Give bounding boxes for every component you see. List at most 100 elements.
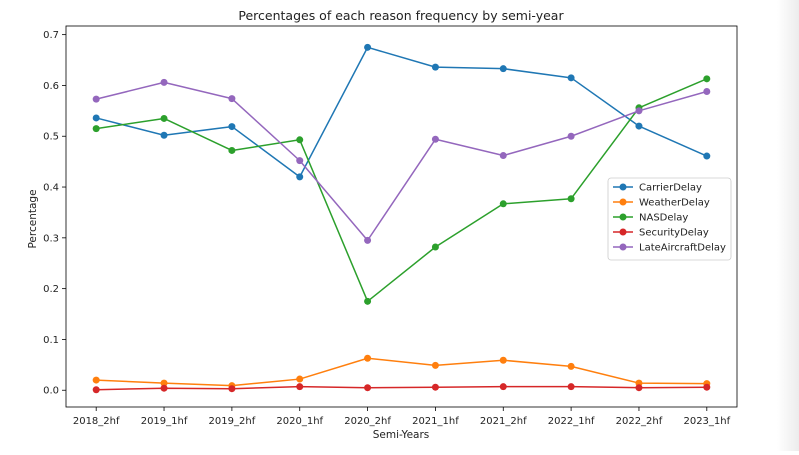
data-point	[296, 173, 304, 181]
x-tick-label: 2023_1hf	[683, 416, 730, 427]
y-tick-label: 0.3	[43, 233, 59, 244]
x-axis-label: Semi-Years	[373, 429, 430, 441]
legend-item: WeatherDelay	[613, 198, 710, 209]
x-tick-label: 2022_1hf	[548, 416, 595, 427]
series-line	[96, 357, 707, 387]
data-point	[92, 386, 100, 394]
data-point	[92, 376, 100, 384]
legend-swatch-marker	[619, 183, 627, 191]
legend-swatch-marker	[619, 198, 627, 206]
data-point	[499, 200, 507, 208]
data-point	[364, 384, 372, 392]
data-point	[228, 146, 236, 154]
data-point	[364, 297, 372, 305]
data-point	[567, 383, 575, 391]
y-axis: 0.0 0.1 0.2 0.3 0.4 0.5 0.6 0.7	[43, 30, 66, 397]
data-point	[160, 114, 168, 122]
series-nasdelay	[92, 75, 711, 305]
data-point	[160, 78, 168, 86]
data-point	[499, 152, 507, 160]
legend-label: NASDelay	[639, 213, 688, 224]
series-securitydelay	[92, 383, 711, 394]
x-tick-label: 2019_1hf	[141, 416, 188, 427]
data-point	[296, 383, 304, 391]
data-point	[703, 75, 711, 83]
y-axis-label: Percentage	[27, 189, 39, 248]
data-point	[364, 354, 372, 362]
data-point	[431, 135, 439, 143]
data-point	[635, 107, 643, 115]
y-tick-label: 0.4	[43, 183, 59, 194]
legend-label: LateAircraftDelay	[639, 243, 726, 254]
data-point	[567, 132, 575, 140]
x-tick-label: 2021_1hf	[412, 416, 459, 427]
window-edge-shadow	[777, 0, 799, 451]
legend-swatch-marker	[619, 228, 627, 236]
data-point	[567, 362, 575, 370]
data-point	[296, 157, 304, 165]
legend-item: NASDelay	[613, 213, 688, 224]
x-tick-label: 2022_2hf	[616, 416, 663, 427]
series-weatherdelay	[92, 354, 711, 390]
y-tick-label: 0.7	[43, 30, 59, 41]
data-point	[296, 136, 304, 144]
data-point	[499, 356, 507, 364]
data-point	[431, 383, 439, 391]
legend-item: SecurityDelay	[613, 228, 709, 239]
data-point	[160, 131, 168, 139]
data-point	[499, 383, 507, 391]
y-tick-label: 0.2	[43, 284, 59, 295]
x-tick-label: 2020_2hf	[344, 416, 391, 427]
legend-item: LateAircraftDelay	[613, 243, 726, 254]
data-point	[228, 385, 236, 393]
y-tick-label: 0.5	[43, 132, 59, 143]
x-tick-label: 2020_1hf	[276, 416, 323, 427]
series-lateaircraftdelay	[92, 78, 711, 244]
data-point	[431, 243, 439, 251]
x-tick-label: 2018_2hf	[73, 416, 120, 427]
data-point	[703, 88, 711, 96]
data-point	[92, 125, 100, 133]
legend-label: SecurityDelay	[639, 228, 709, 239]
x-tick-label: 2021_2hf	[480, 416, 527, 427]
data-point	[92, 95, 100, 103]
data-point	[364, 43, 372, 51]
data-point	[635, 384, 643, 392]
data-point	[160, 379, 168, 387]
legend-item: CarrierDelay	[613, 183, 702, 194]
legend: CarrierDelay WeatherDelay NASDelay Security…	[607, 177, 732, 261]
series-line	[96, 81, 708, 242]
y-tick-label: 0.1	[43, 335, 59, 346]
x-axis: 2018_2hf 2019_1hf 2019_2hf 2020_1hf 2020_2hf…	[73, 407, 731, 427]
data-point	[499, 65, 507, 73]
data-point	[364, 236, 372, 244]
legend-label: WeatherDelay	[639, 198, 710, 209]
series-line	[96, 385, 707, 391]
y-tick-label: 0.0	[43, 386, 59, 397]
data-point	[228, 123, 236, 131]
data-point	[703, 383, 711, 391]
data-point	[92, 114, 100, 122]
data-point	[703, 152, 711, 160]
data-point	[635, 122, 643, 130]
series-line	[96, 46, 708, 178]
data-point	[567, 74, 575, 82]
series-carrierdelay	[92, 43, 711, 181]
legend-label: CarrierDelay	[639, 183, 702, 194]
legend-swatch-marker	[619, 243, 627, 251]
series-layer	[92, 43, 711, 394]
data-point	[296, 375, 304, 383]
data-point	[160, 384, 168, 392]
data-point	[228, 95, 236, 103]
data-point	[431, 361, 439, 369]
legend-swatch-marker	[619, 213, 627, 221]
legend-box	[607, 177, 732, 261]
chart-title: Percentages of each reason frequency by …	[238, 8, 564, 23]
series-line	[96, 78, 708, 303]
x-tick-label: 2019_2hf	[209, 416, 256, 427]
data-point	[431, 63, 439, 71]
y-tick-label: 0.6	[43, 81, 59, 92]
data-point	[567, 195, 575, 203]
